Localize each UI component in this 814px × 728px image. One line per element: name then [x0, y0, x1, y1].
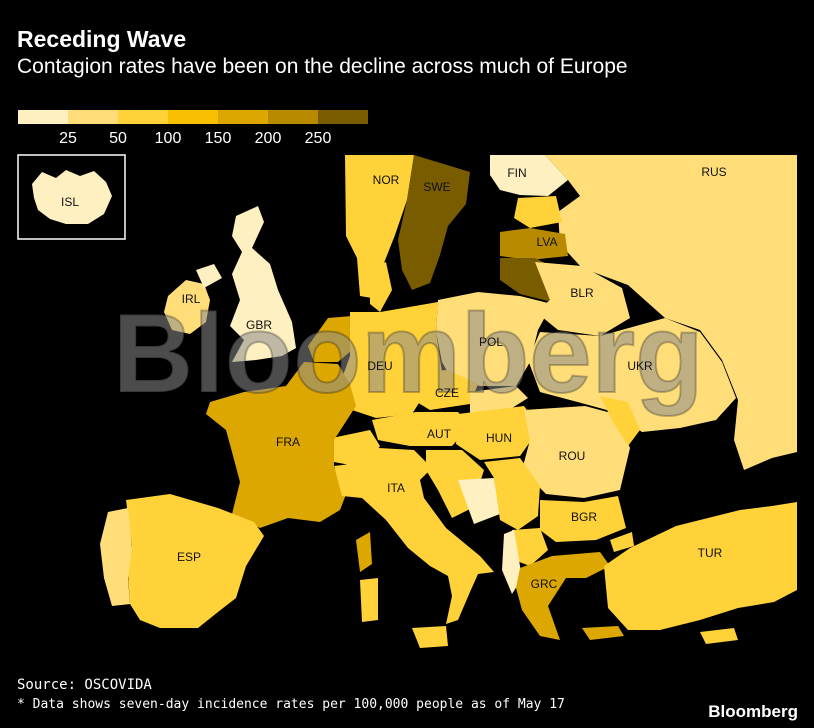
iceland-shape [32, 170, 112, 224]
footnote-text: * Data shows seven-day incidence rates p… [17, 697, 565, 712]
ukraine-shape [528, 318, 736, 432]
label-rou: ROU [559, 449, 586, 463]
legend-tick-label: 25 [59, 130, 77, 147]
sicily-shape [412, 626, 448, 648]
latvia-shape [500, 228, 568, 260]
label-nor: NOR [373, 173, 400, 187]
label-ita: ITA [387, 481, 405, 495]
label-tur: TUR [698, 546, 723, 560]
france-shape [206, 362, 356, 528]
hungary-shape [456, 406, 540, 460]
label-gbr: GBR [246, 318, 272, 332]
label-cze: CZE [435, 386, 459, 400]
bloomberg-logo: Bloomberg [708, 702, 798, 721]
italy-shape [334, 448, 494, 624]
turkey-thrace-shape [610, 532, 634, 552]
label-grc: GRC [531, 577, 558, 591]
legend-bar [18, 110, 370, 124]
label-hun: HUN [486, 431, 512, 445]
estonia-shape [514, 196, 562, 228]
label-blr: BLR [570, 286, 594, 300]
uk-shape [230, 206, 296, 362]
romania-shape [522, 406, 630, 498]
slovakia-shape [470, 386, 528, 418]
color-legend: 25 50 100 150 200 250 [18, 110, 370, 148]
legend-swatch [268, 110, 318, 124]
label-irl: IRL [182, 292, 201, 306]
legend-swatch [18, 110, 68, 124]
corsica-shape [356, 532, 372, 572]
crete-shape [582, 626, 624, 640]
bulgaria-shape [540, 496, 626, 542]
albania-shape [502, 530, 522, 594]
legend-swatch [318, 110, 368, 124]
label-esp: ESP [177, 550, 201, 564]
label-swe: SWE [423, 180, 450, 194]
label-pol: POL [479, 335, 503, 349]
watermark: Bloomberg [112, 291, 703, 416]
chart-title: Receding Wave [17, 26, 187, 52]
cyprus-shape [700, 628, 738, 644]
label-lva: LVA [537, 235, 558, 249]
chart-subtitle: Contagion rates have been on the decline… [17, 55, 628, 78]
portugal-shape [100, 508, 132, 606]
label-isl: ISL [61, 195, 79, 209]
poland-shape [436, 292, 552, 386]
greece-shape [516, 552, 610, 640]
label-deu: DEU [367, 359, 392, 373]
belarus-shape [535, 262, 630, 336]
turkey-shape [604, 502, 797, 630]
bosnia-shape [458, 478, 500, 524]
legend-swatch [68, 110, 118, 124]
legend-swatch [118, 110, 168, 124]
moldova-shape [600, 396, 640, 446]
label-aut: AUT [427, 427, 452, 441]
serbia-shape [484, 458, 540, 530]
legend-tick-label: 250 [304, 130, 332, 147]
russia-shape [545, 155, 797, 470]
benelux-shape [308, 316, 352, 362]
czechia-shape [410, 370, 478, 410]
label-bgr: BGR [571, 510, 597, 524]
ireland-shape [164, 280, 210, 334]
source-text: Source: OSCOVIDA [17, 677, 152, 693]
label-fin: FIN [507, 166, 526, 180]
switzerland-shape [332, 430, 380, 468]
sardinia-shape [360, 578, 378, 622]
iceland-inset-frame [17, 154, 126, 240]
label-rus: RUS [701, 165, 726, 179]
legend-tick-label: 200 [254, 130, 282, 147]
austria-shape [372, 412, 470, 446]
denmark-shape [370, 262, 392, 312]
legend-tick-label: 100 [154, 130, 182, 147]
legend-swatch [168, 110, 218, 124]
finland-shape [490, 155, 568, 196]
spain-shape [126, 494, 264, 628]
legend-tick-label: 150 [204, 130, 232, 147]
legend-labels: 25 50 100 150 200 250 [18, 124, 370, 148]
label-ukr: UKR [627, 359, 653, 373]
label-fra: FRA [276, 435, 300, 449]
legend-tick-label: 50 [109, 130, 127, 147]
sweden-shape [398, 155, 470, 290]
northern-ireland-shape [196, 264, 222, 288]
legend-swatch [218, 110, 268, 124]
macedonia-shape [512, 528, 548, 566]
norway-shape [345, 155, 414, 298]
